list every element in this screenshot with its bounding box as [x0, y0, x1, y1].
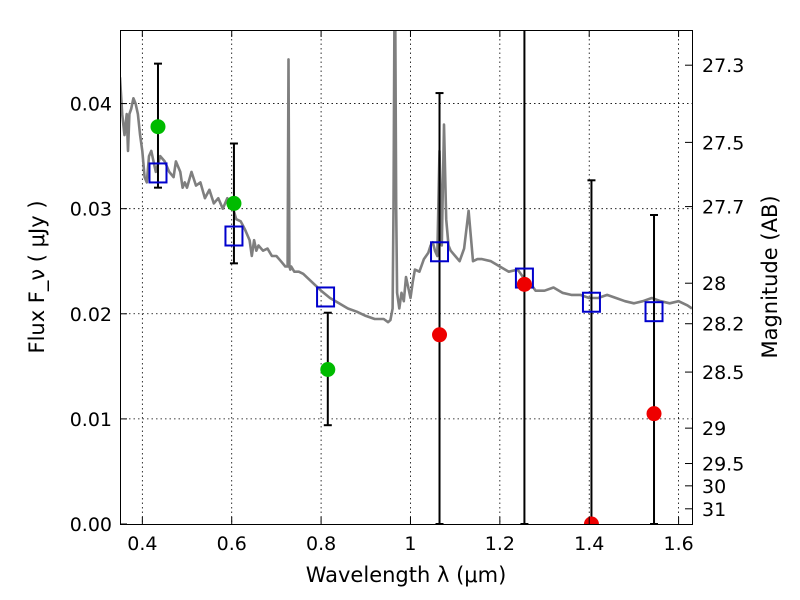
observation-point — [432, 327, 448, 343]
grid-layer — [120, 30, 692, 524]
y-tick-label: 0.00 — [70, 514, 112, 536]
right-tick-label: 27.3 — [702, 55, 744, 77]
observation-point — [646, 406, 662, 422]
y-axis-right-label: Magnitude (AB) — [758, 195, 782, 358]
model-box-marker — [430, 241, 450, 263]
y-axis-left-label: Flux F_ν ( μJy ) — [25, 200, 50, 353]
observation-point — [226, 195, 242, 211]
observation-point — [150, 119, 166, 135]
x-tick-label: 1.4 — [574, 533, 604, 555]
y-axis-left: 0.00 0.01 0.02 0.03 0.04 — [70, 94, 127, 536]
x-axis: 0.4 0.6 0.8 1 1.2 1.4 1.6 — [127, 30, 694, 555]
right-tick-label: 29 — [702, 418, 726, 440]
x-tick-label: 0.4 — [127, 533, 157, 555]
x-tick-label: 1.6 — [663, 533, 693, 555]
model-box-marker — [148, 162, 168, 184]
right-tick-label: 28.2 — [702, 314, 744, 336]
right-tick-label: 28 — [702, 273, 726, 295]
y-tick-label: 0.03 — [70, 199, 112, 221]
right-tick-label: 29.5 — [702, 454, 744, 476]
right-tick-label: 30 — [702, 476, 726, 498]
right-tick-label: 27.7 — [702, 197, 744, 219]
observation-point — [583, 516, 599, 524]
observation-layer — [150, 119, 662, 524]
x-tick-label: 1.2 — [485, 533, 515, 555]
y-tick-label: 0.04 — [70, 94, 112, 116]
x-tick-label: 0.8 — [306, 533, 336, 555]
model-box-marker — [224, 225, 244, 247]
observation-point — [320, 361, 336, 377]
x-tick-label: 0.6 — [217, 533, 247, 555]
x-tick-label: 1 — [404, 533, 416, 555]
model-box-marker — [581, 291, 601, 313]
model-spectrum-layer — [120, 30, 692, 324]
y-tick-label: 0.02 — [70, 304, 112, 326]
x-axis-label: Wavelength λ (μm) — [306, 563, 507, 587]
plot-frame — [120, 30, 693, 525]
right-tick-label: 27.5 — [702, 132, 744, 154]
observation-point — [516, 276, 532, 292]
model-spectrum-line — [120, 30, 692, 324]
model-box-marker — [644, 301, 664, 323]
right-tick-label: 28.5 — [702, 362, 744, 384]
model-box-marker — [316, 286, 336, 308]
y-tick-label: 0.01 — [70, 409, 112, 431]
right-tick-label: 31 — [702, 499, 726, 521]
